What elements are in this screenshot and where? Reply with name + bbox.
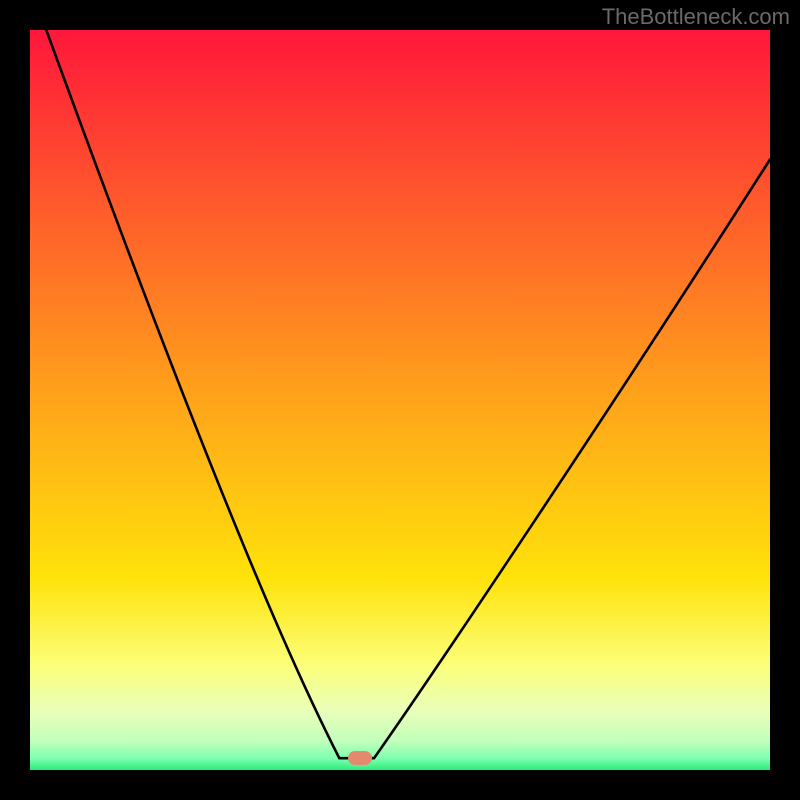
- optimal-point-marker: [348, 751, 372, 765]
- chart-wrapper: TheBottleneck.com: [0, 0, 800, 800]
- watermark-text: TheBottleneck.com: [602, 4, 790, 30]
- plot-area: [30, 30, 770, 770]
